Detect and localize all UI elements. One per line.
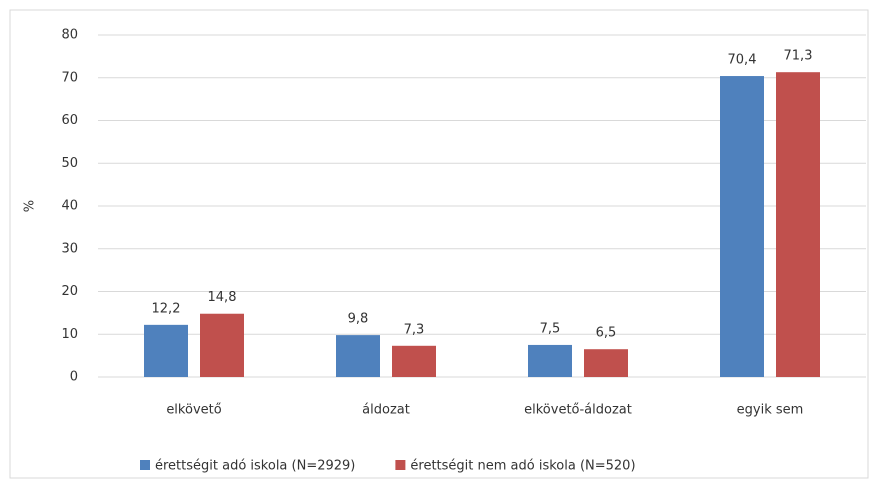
- y-tick-label: 70: [61, 70, 78, 85]
- data-label: 71,3: [784, 49, 813, 64]
- data-label: 70,4: [728, 53, 757, 68]
- y-tick-label: 10: [61, 327, 78, 342]
- data-label: 7,3: [404, 322, 425, 337]
- y-tick-label: 80: [61, 28, 78, 43]
- data-label: 6,5: [596, 326, 617, 341]
- chart-frame: [9, 9, 869, 479]
- bar: [776, 72, 820, 377]
- bar: [144, 324, 188, 377]
- bar: [392, 345, 436, 377]
- y-axis-label: %: [23, 200, 38, 212]
- legend-label: érettségit nem adó iskola (N=520): [410, 459, 635, 474]
- bar: [720, 76, 764, 377]
- x-tick-label: elkövető-áldozat: [524, 403, 632, 418]
- bar: [336, 335, 380, 377]
- y-tick-label: 30: [61, 241, 78, 256]
- legend-swatch: [395, 460, 406, 470]
- y-tick-label: 20: [61, 284, 78, 299]
- legend-swatch: [140, 460, 150, 470]
- data-label: 14,8: [208, 290, 237, 305]
- bar: [200, 313, 244, 377]
- x-tick-label: egyik sem: [737, 403, 804, 418]
- y-tick-label: 0: [70, 370, 78, 385]
- data-label: 9,8: [348, 312, 369, 327]
- data-label: 7,5: [540, 321, 561, 336]
- legend-label: érettségit adó iskola (N=2929): [155, 459, 355, 474]
- data-label: 12,2: [152, 301, 181, 316]
- y-tick-label: 40: [61, 199, 78, 214]
- x-tick-label: áldozat: [362, 403, 410, 418]
- y-tick-label: 50: [61, 156, 78, 171]
- x-tick-label: elkövető: [166, 403, 221, 418]
- y-tick-label: 60: [61, 113, 78, 128]
- bar: [584, 349, 628, 377]
- bar: [528, 344, 572, 377]
